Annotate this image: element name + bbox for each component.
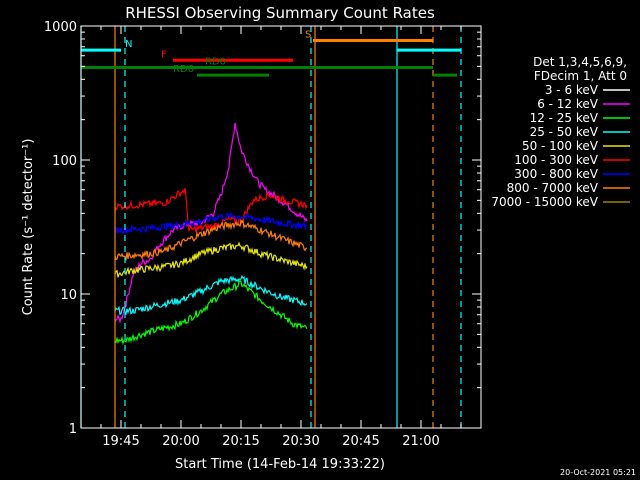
legend-header-0: Det 1,3,4,5,6,9,	[533, 55, 627, 69]
series-line-2	[114, 279, 308, 346]
flag-label-2: S	[305, 29, 311, 40]
flag-label-6: RD6	[173, 64, 194, 75]
series-line-7	[114, 218, 308, 262]
legend-label-2: 12 - 25 keV	[530, 111, 599, 125]
series-line-5	[114, 188, 308, 233]
x-tick-label-3: 20:30	[282, 434, 319, 449]
x-axis-label: Start Time (14-Feb-14 19:33:22)	[175, 457, 385, 472]
footer-date: 20-Oct-2021 05:21	[560, 468, 636, 477]
x-tick-label-2: 20:15	[222, 434, 259, 449]
legend-header-1: FDecim 1, Att 0	[534, 69, 627, 83]
legend-label-6: 300 - 800 keV	[514, 167, 598, 181]
y-tick-label-0: 1	[69, 422, 77, 437]
y-tick-label-2: 100	[52, 154, 77, 169]
x-tick-label-0: 19:45	[102, 434, 139, 449]
legend-label-3: 25 - 50 keV	[530, 125, 599, 139]
x-tick-label-1: 20:00	[162, 434, 199, 449]
series-line-4	[114, 241, 308, 278]
legend-label-1: 6 - 12 keV	[537, 97, 599, 111]
flag-label-3: F	[161, 49, 167, 60]
flag-label-4: RD0	[205, 57, 226, 68]
series-line-6	[114, 211, 308, 234]
y-tick-label-1: 10	[60, 288, 77, 303]
x-tick-label-4: 20:45	[342, 434, 379, 449]
x-tick-label-5: 21:00	[402, 434, 439, 449]
series-line-3	[114, 274, 308, 316]
legend-label-5: 100 - 300 keV	[514, 153, 598, 167]
legend-label-7: 800 - 7000 keV	[507, 181, 599, 195]
chart-title: RHESSI Observing Summary Count Rates	[125, 4, 435, 22]
series-lines	[114, 122, 308, 386]
legend-label-0: 3 - 6 keV	[545, 83, 599, 97]
y-axis-label: Count Rate (s⁻¹ detector⁻¹)	[21, 139, 36, 316]
flag-bars: N S F RD0 RD6	[81, 29, 461, 77]
legend-label-4: 50 - 100 keV	[522, 139, 599, 153]
y-tick-label-3: 1000	[44, 20, 77, 35]
legend-label-8: 7000 - 15000 keV	[491, 195, 598, 209]
flag-label-0: N	[125, 39, 132, 50]
axes-ticks: 19:45 20:00 20:15 20:30 20:45 21:00 1 10 100 1000	[44, 20, 481, 449]
legend: Det 1,3,4,5,6,9,FDecim 1, Att 03 - 6 keV…	[491, 55, 630, 209]
